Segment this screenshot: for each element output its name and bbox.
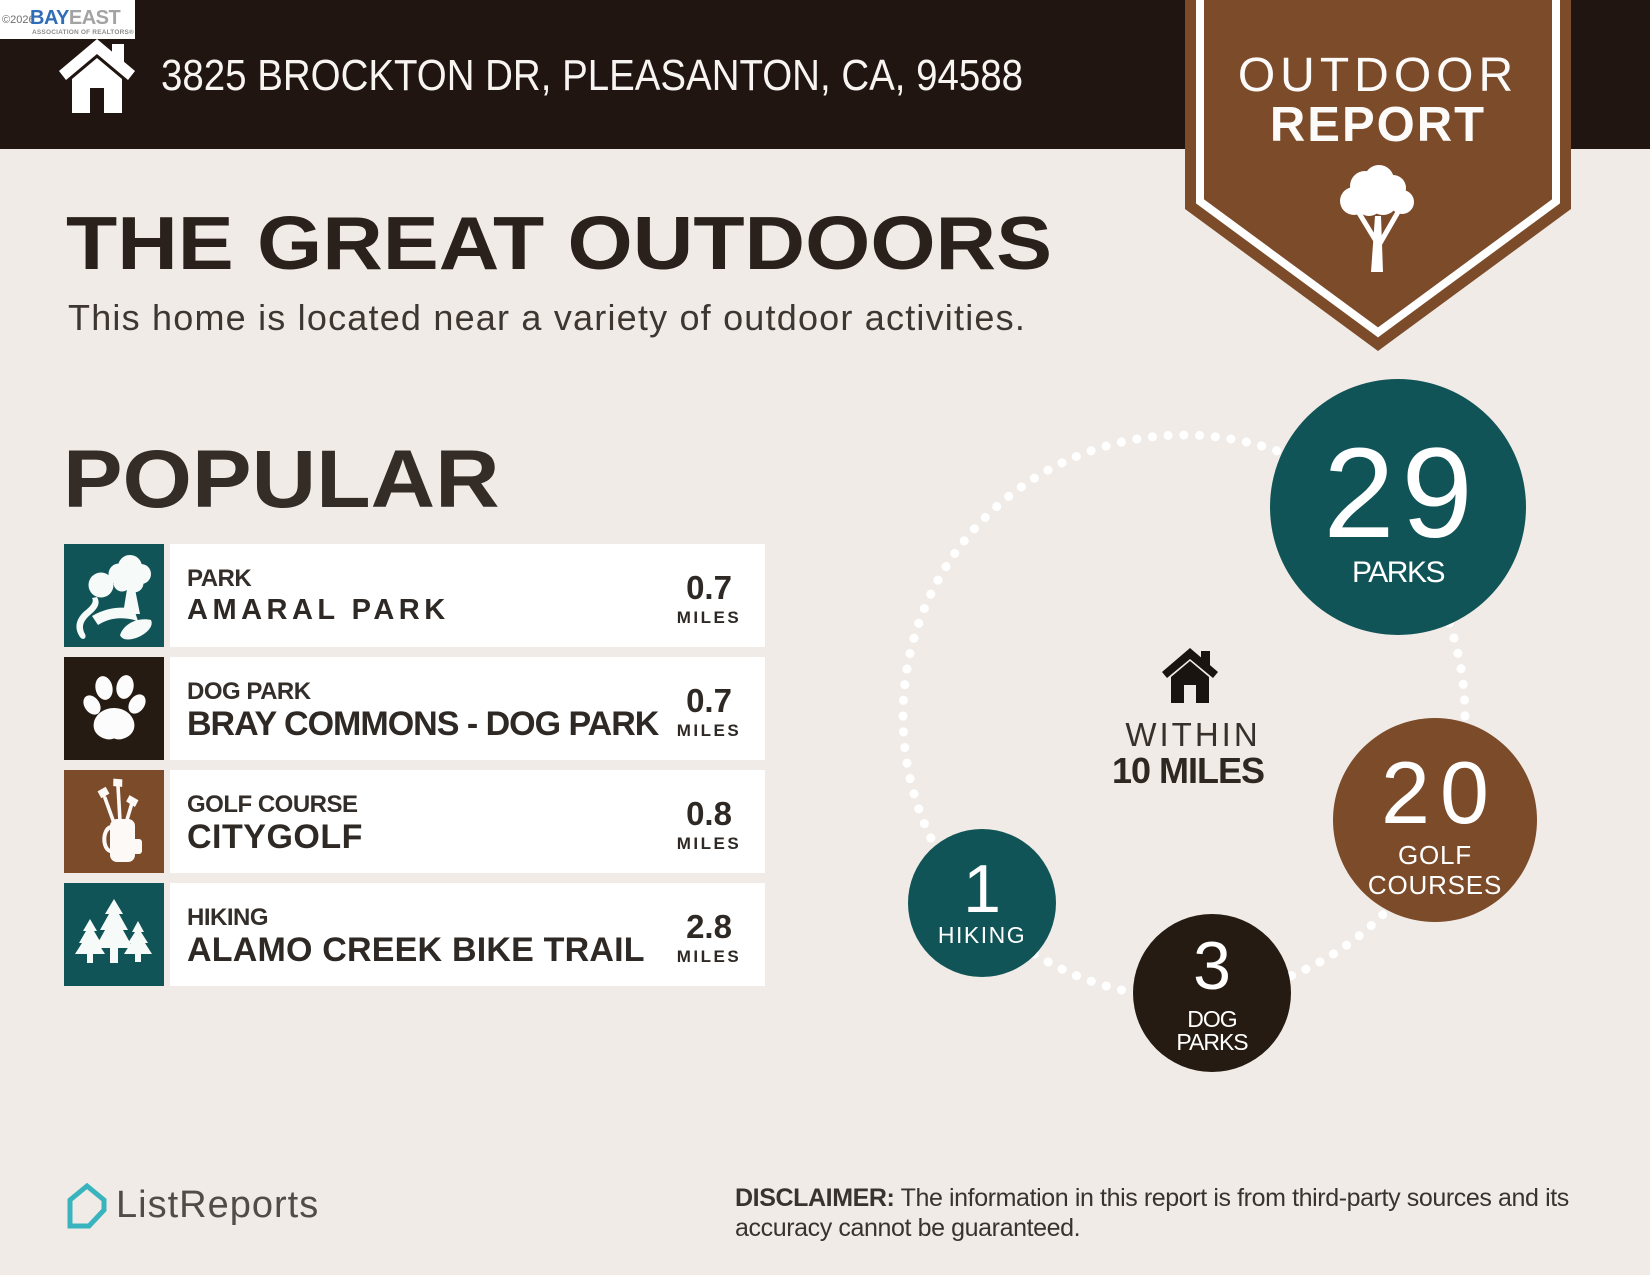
svg-text:REPORT: REPORT [1270,98,1486,152]
svg-text:OUTDOOR: OUTDOOR [1238,49,1518,102]
